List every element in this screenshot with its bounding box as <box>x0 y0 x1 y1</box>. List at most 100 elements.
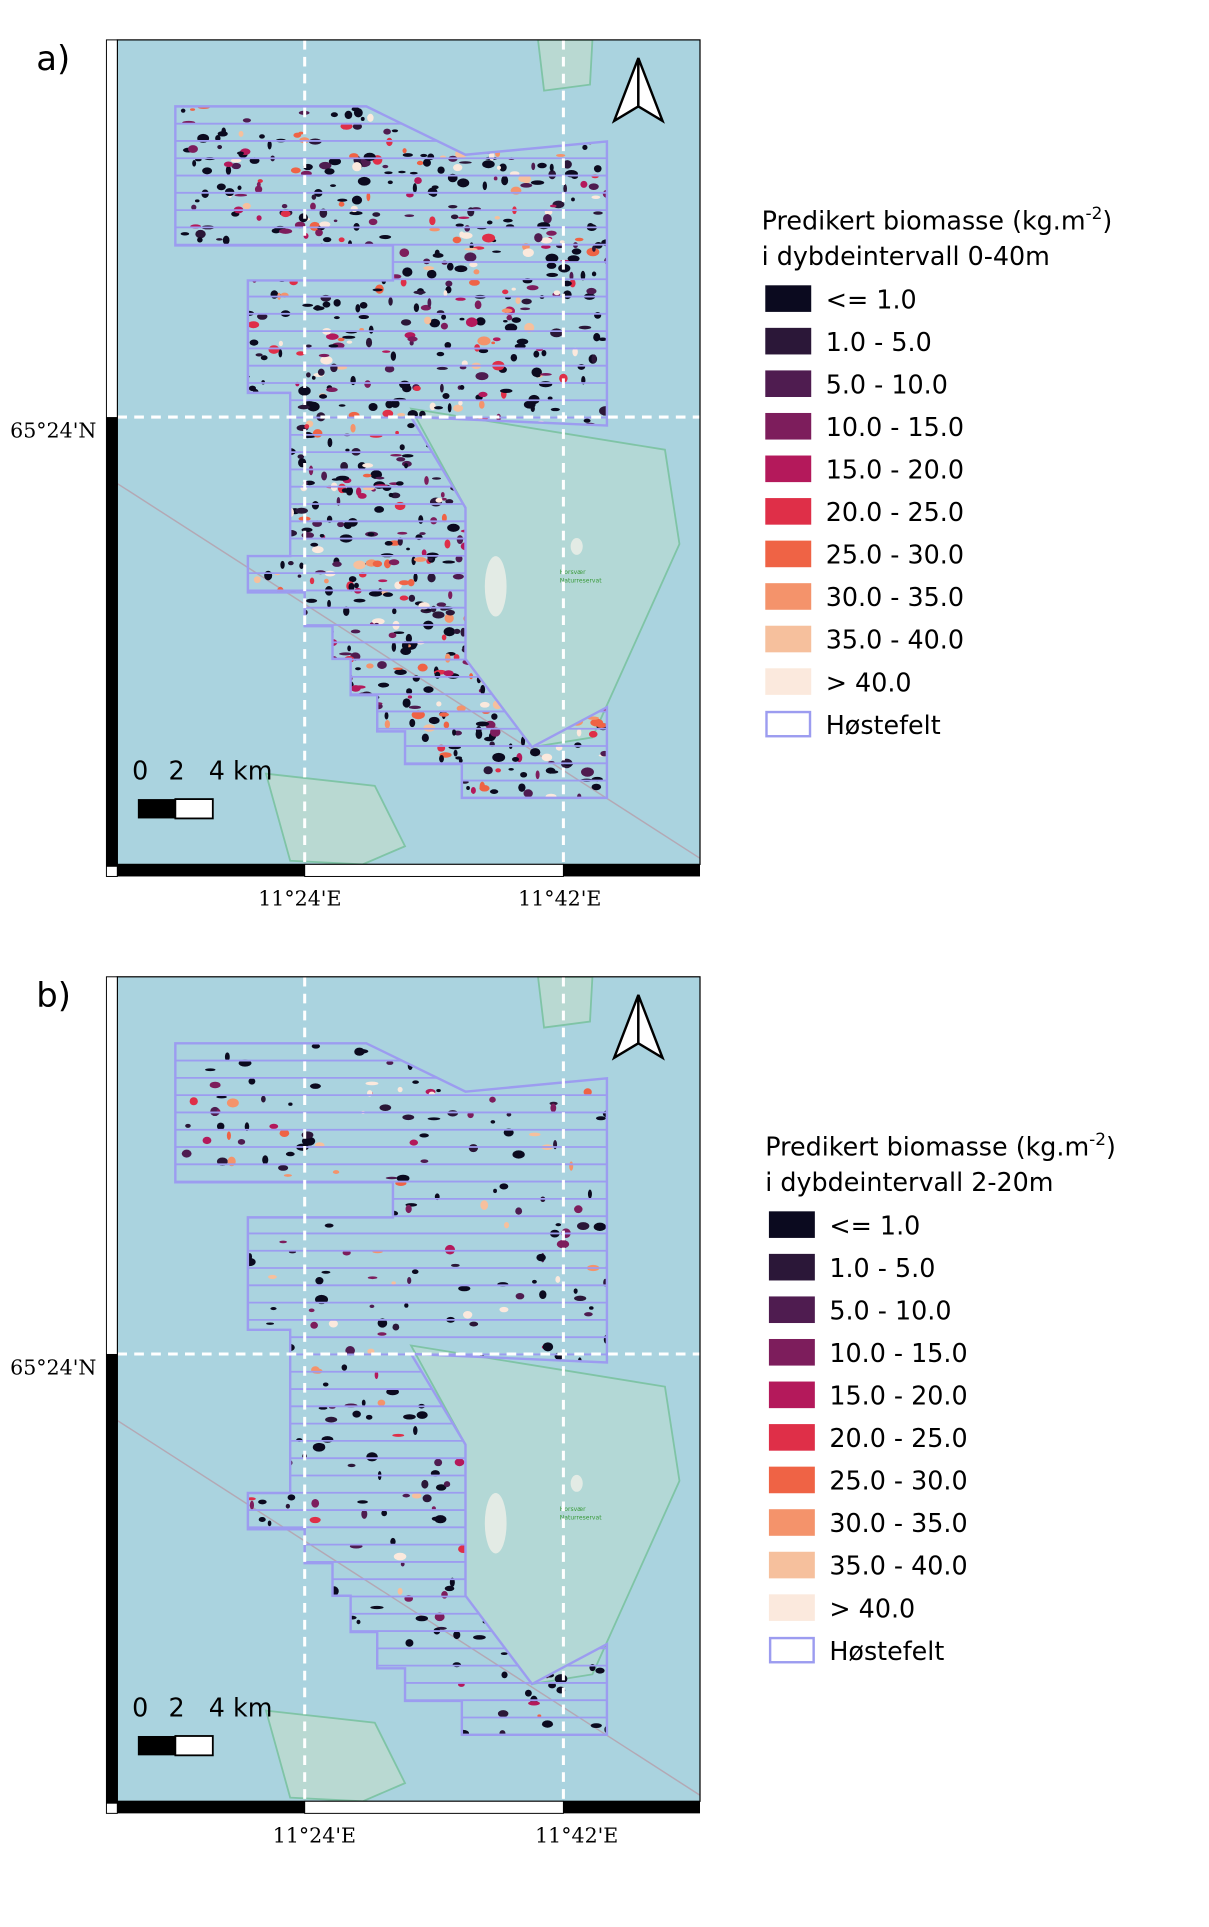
biomass-patch <box>321 1270 331 1274</box>
place-label: Horsvær <box>560 569 586 576</box>
place-label: Naturreservat <box>560 1515 602 1522</box>
biomass-patch <box>363 152 376 161</box>
biomass-patch <box>411 1492 422 1499</box>
biomass-patch <box>541 349 547 357</box>
biomass-patch <box>395 430 399 435</box>
north-arrow <box>637 994 665 1061</box>
legend-label: 20.0 - 25.0 <box>829 1423 967 1453</box>
biomass-patch <box>305 344 312 348</box>
biomass-patch <box>377 1399 386 1407</box>
biomass-patch <box>555 1276 561 1283</box>
legend-label: <= 1.0 <box>829 1210 920 1240</box>
biomass-patch <box>450 1263 460 1267</box>
biomass-patch <box>319 161 332 170</box>
biomass-patch <box>435 497 443 503</box>
legend-swatch <box>768 1424 815 1451</box>
biomass-patch <box>226 1098 239 1108</box>
biomass-patch <box>586 287 597 295</box>
legend-label: 5.0 - 10.0 <box>826 369 948 399</box>
biomass-patch <box>526 285 539 291</box>
biomass-patch <box>357 1500 368 1504</box>
biomass-patch <box>281 203 288 209</box>
biomass-patch <box>319 533 325 538</box>
legend-swatch <box>765 327 812 355</box>
legend-label: 15.0 - 20.0 <box>829 1381 967 1411</box>
legend-label: 25.0 - 30.0 <box>826 540 964 570</box>
biomass-patch <box>309 577 315 585</box>
lat-strip <box>106 1353 118 1804</box>
legend-title: Predikert biomasse (kg.m-2) <box>762 203 1113 236</box>
biomass-patch <box>413 303 420 313</box>
biomass-patch <box>270 290 279 299</box>
biomass-patch <box>372 560 383 568</box>
biomass-patch <box>493 1188 497 1194</box>
biomass-patch <box>345 1345 355 1356</box>
biomass-patch <box>491 341 496 345</box>
biomass-patch <box>423 266 434 271</box>
biomass-patch <box>556 153 566 157</box>
biomass-patch <box>444 1585 455 1592</box>
biomass-patch <box>447 523 460 532</box>
biomass-patch <box>278 349 283 358</box>
biomass-patch <box>411 1269 419 1275</box>
biomass-patch <box>457 178 470 188</box>
biomass-patch <box>391 1281 396 1285</box>
biomass-patch <box>434 1458 443 1467</box>
biomass-patch <box>310 202 316 211</box>
biomass-patch <box>306 372 311 378</box>
biomass-patch <box>305 598 318 603</box>
biomass-patch <box>345 486 354 496</box>
biomass-patch <box>486 220 493 225</box>
legend-label: 1.0 - 5.0 <box>829 1253 935 1283</box>
biomass-patch <box>346 340 353 344</box>
biomass-patch <box>572 347 578 357</box>
biomass-patch <box>520 736 526 747</box>
biomass-patch <box>458 400 463 406</box>
biomass-patch <box>391 642 397 652</box>
biomass-patch <box>248 1078 256 1085</box>
biomass-patch <box>431 477 442 480</box>
biomass-patch <box>338 201 345 207</box>
biomass-patch <box>405 1639 414 1647</box>
legend: Predikert biomasse (kg.m-2) i dybdeinterv… <box>762 203 1113 740</box>
biomass-patch <box>409 1139 419 1146</box>
biomass-patch <box>469 279 480 286</box>
biomass-patch <box>392 1323 400 1331</box>
legend-label: > 40.0 <box>826 667 912 697</box>
biomass-patch <box>521 298 532 305</box>
biomass-patch <box>438 712 449 717</box>
biomass-patch <box>533 350 540 358</box>
biomass-patch <box>222 235 230 245</box>
biomass-patch <box>496 165 502 170</box>
lat-label: 65°24'N <box>10 1356 96 1380</box>
biomass-patch <box>434 406 443 410</box>
biomass-patch <box>322 237 332 243</box>
biomass-patch <box>297 404 310 410</box>
biomass-patch <box>386 1060 394 1065</box>
biomass-patch <box>450 214 459 220</box>
biomass-patch <box>351 106 360 112</box>
biomass-patch <box>454 1458 465 1467</box>
biomass-patch <box>338 237 345 243</box>
biomass-patch <box>256 215 262 221</box>
biomass-patch <box>342 335 356 339</box>
biomass-patch <box>581 767 594 777</box>
biomass-patch <box>259 134 265 139</box>
biomass-patch <box>401 641 409 650</box>
biomass-patch <box>333 316 340 320</box>
biomass-patch <box>528 1701 540 1706</box>
biomass-patch <box>242 202 251 210</box>
biomass-patch <box>402 267 413 277</box>
biomass-patch <box>475 729 483 740</box>
biomass-patch <box>385 1176 399 1180</box>
biomass-patch <box>372 288 383 292</box>
biomass-patch <box>347 645 351 652</box>
biomass-patch <box>492 337 501 342</box>
legend-title-sup: -2 <box>1086 203 1103 223</box>
biomass-patch <box>333 299 341 307</box>
biomass-patch <box>367 113 374 122</box>
biomass-patch <box>337 198 348 202</box>
biomass-patch <box>372 212 381 217</box>
biomass-patch <box>268 345 280 354</box>
biomass-patch <box>549 163 554 172</box>
